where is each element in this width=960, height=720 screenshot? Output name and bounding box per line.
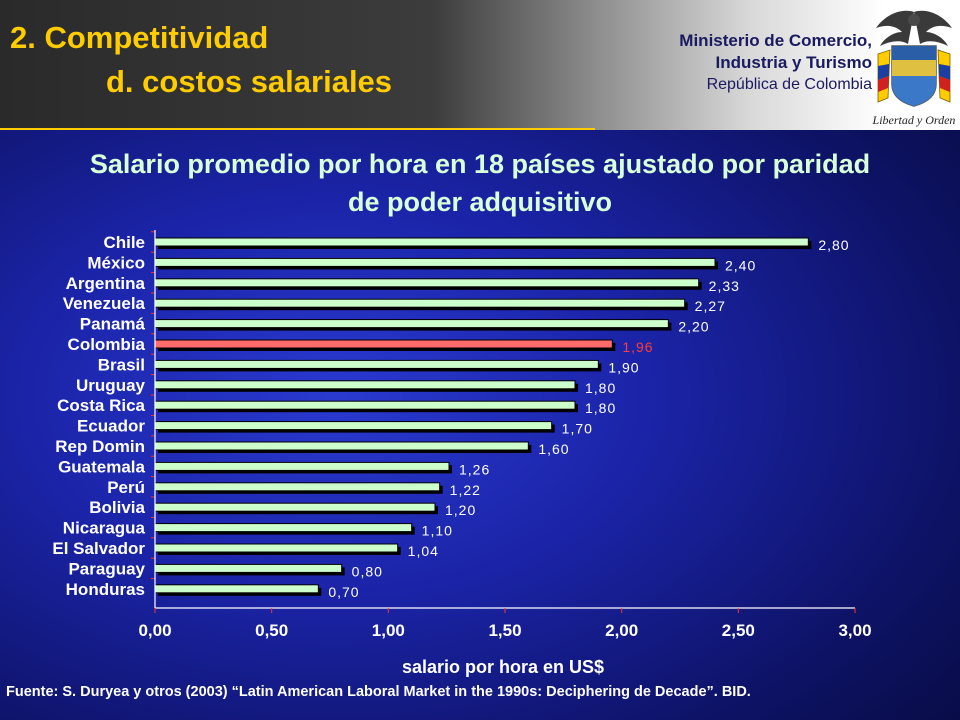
category-label: Honduras <box>66 580 145 599</box>
bar <box>154 298 686 308</box>
header-banner <box>0 0 960 130</box>
chart-title-line1: Salario promedio por hora en 18 países a… <box>89 149 871 179</box>
category-label: Argentina <box>66 274 146 293</box>
category-label: Guatemala <box>58 457 145 476</box>
category-label: Bolivia <box>89 498 145 517</box>
bar <box>154 237 809 247</box>
bar <box>154 421 553 431</box>
x-axis-title: salario por hora en US$ <box>402 657 604 677</box>
section-subtitle: d. costos salariales <box>106 64 393 99</box>
bar <box>154 441 529 451</box>
bar <box>154 563 343 573</box>
bar <box>154 359 599 369</box>
x-tick-label: 0,00 <box>138 621 171 640</box>
header-divider <box>0 128 595 130</box>
bar <box>154 523 413 533</box>
data-label: 1,26 <box>459 461 490 477</box>
bar <box>154 543 399 553</box>
bar <box>154 584 319 594</box>
bar <box>154 278 700 288</box>
category-label: El Salvador <box>52 539 145 558</box>
ministry-name-line1: Ministerio de Comercio, <box>679 31 872 50</box>
category-label: Colombia <box>68 335 146 354</box>
bar <box>154 319 669 329</box>
seal-motto: Libertad y Orden <box>872 113 955 127</box>
category-label: Nicaragua <box>63 519 146 538</box>
bar <box>154 257 716 267</box>
data-label: 1,10 <box>422 523 453 539</box>
coat-of-arms-icon: Libertad y Orden <box>872 10 955 127</box>
category-label: Rep Domin <box>55 437 145 456</box>
x-tick-label: 0,50 <box>255 621 288 640</box>
section-title: 2. Competitividad <box>10 20 269 55</box>
x-tick-label: 1,50 <box>488 621 521 640</box>
data-label: 1,96 <box>622 339 653 355</box>
data-label: 1,04 <box>408 543 439 559</box>
category-label: México <box>87 253 145 272</box>
category-label: Chile <box>103 233 145 252</box>
bar <box>154 380 576 390</box>
x-tick-label: 2,50 <box>722 621 755 640</box>
category-label: Venezuela <box>63 294 146 313</box>
bar <box>154 502 436 512</box>
data-label: 0,80 <box>352 563 383 579</box>
bar <box>154 339 613 349</box>
country-name: República de Colombia <box>706 76 872 93</box>
data-label: 2,33 <box>709 278 740 294</box>
data-label: 1,80 <box>585 400 616 416</box>
chart-title-line2: de poder adquisitivo <box>347 187 613 217</box>
data-label: 1,80 <box>585 380 616 396</box>
data-label: 2,40 <box>725 257 756 273</box>
data-label: 1,60 <box>538 441 569 457</box>
bar <box>154 461 450 471</box>
category-label: Brasil <box>98 355 145 374</box>
data-label: 2,80 <box>818 237 849 253</box>
chart-title: Salario promedio por hora en 18 países a… <box>0 145 960 221</box>
x-tick-label: 2,00 <box>605 621 638 640</box>
ministry-name-line2: Industria y Turismo <box>715 53 873 72</box>
data-label: 1,90 <box>608 359 639 375</box>
category-label: Panamá <box>80 315 146 334</box>
x-tick-label: 1,00 <box>372 621 405 640</box>
category-label: Ecuador <box>77 417 145 436</box>
bar <box>154 482 441 492</box>
data-label: 0,70 <box>328 584 359 600</box>
source-footnote: Fuente: S. Duryea y otros (2003) “Latin … <box>6 684 751 700</box>
data-label: 1,22 <box>450 482 481 498</box>
category-label: Paraguay <box>68 559 145 578</box>
category-label: Costa Rica <box>57 396 145 415</box>
category-label: Perú <box>107 478 145 497</box>
category-label: Uruguay <box>76 376 146 395</box>
ministry-block: Ministerio de Comercio, Industria y Turi… <box>679 30 872 96</box>
data-label: 2,27 <box>695 298 726 314</box>
data-label: 2,20 <box>678 319 709 335</box>
x-tick-label: 3,00 <box>838 621 871 640</box>
data-label: 1,70 <box>562 421 593 437</box>
data-label: 1,20 <box>445 502 476 518</box>
bar <box>154 400 576 410</box>
